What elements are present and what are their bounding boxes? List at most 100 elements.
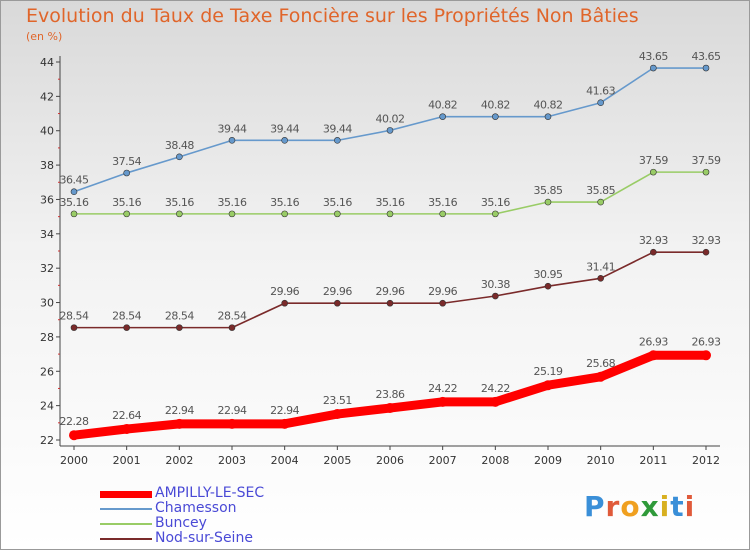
data-label-1-1: 37.54 xyxy=(112,155,141,168)
data-label-1-7: 40.82 xyxy=(428,99,457,112)
data-point-2-10 xyxy=(597,198,604,206)
data-point-3-4 xyxy=(281,299,288,307)
x-tick-label: 2009 xyxy=(534,454,562,467)
y-tick-label: 44 xyxy=(40,56,54,69)
y-tick-label: 36 xyxy=(40,193,54,206)
y-tick-label: 42 xyxy=(40,90,54,103)
data-point-3-8 xyxy=(492,292,499,300)
data-point-2-12 xyxy=(702,168,710,176)
data-label-0-9: 25.19 xyxy=(534,365,563,378)
data-label-0-11: 26.93 xyxy=(639,335,668,348)
data-point-1-8 xyxy=(492,113,499,120)
data-label-3-5: 29.96 xyxy=(323,285,352,298)
data-label-3-9: 30.95 xyxy=(534,268,563,281)
data-label-1-3: 39.44 xyxy=(218,122,247,135)
x-tick-label: 2001 xyxy=(113,454,141,467)
data-label-0-4: 22.94 xyxy=(270,404,299,417)
x-tick-label: 2006 xyxy=(376,454,404,467)
data-label-1-6: 40.02 xyxy=(376,112,405,125)
data-point-3-1 xyxy=(123,324,130,331)
legend-label-buncey: Buncey xyxy=(155,515,207,531)
data-point-2-6 xyxy=(386,210,394,218)
data-label-2-2: 35.16 xyxy=(165,196,194,209)
data-label-3-11: 32.93 xyxy=(639,234,668,247)
legend-swatch-buncey xyxy=(100,523,152,525)
data-point-1-1 xyxy=(123,169,130,177)
data-point-0-4 xyxy=(279,418,290,429)
data-label-1-10: 41.63 xyxy=(586,85,615,98)
proxiti-logo: Proxiti xyxy=(584,490,696,523)
data-point-3-9 xyxy=(544,282,552,290)
data-point-3-11 xyxy=(650,248,657,256)
data-label-0-10: 25.68 xyxy=(586,357,615,370)
data-label-2-7: 35.16 xyxy=(428,196,457,209)
data-point-0-1 xyxy=(121,424,132,435)
data-point-1-7 xyxy=(439,113,446,120)
data-point-1-12 xyxy=(702,64,710,72)
data-label-1-12: 43.65 xyxy=(692,50,721,63)
data-label-1-8: 40.82 xyxy=(481,99,510,112)
data-point-2-3 xyxy=(228,210,236,218)
data-label-2-10: 35.85 xyxy=(586,184,615,197)
data-point-3-7 xyxy=(439,299,446,307)
unit-label: (en %) xyxy=(26,30,63,43)
y-tick-label: 22 xyxy=(40,434,54,447)
legend-label-chamesson: Chamesson xyxy=(155,500,237,516)
x-tick-label: 2007 xyxy=(429,454,457,467)
data-point-2-1 xyxy=(123,210,130,218)
data-point-1-6 xyxy=(386,127,394,134)
data-label-0-8: 24.22 xyxy=(481,382,510,395)
data-point-0-7 xyxy=(437,396,448,407)
data-label-2-12: 37.59 xyxy=(692,154,721,167)
data-label-3-1: 28.54 xyxy=(112,310,141,323)
data-label-0-7: 24.22 xyxy=(428,382,457,395)
data-label-3-10: 31.41 xyxy=(586,260,615,273)
data-point-1-5 xyxy=(334,137,341,144)
y-tick-label: 34 xyxy=(40,228,54,241)
data-label-1-4: 39.44 xyxy=(270,122,299,135)
data-label-0-2: 22.94 xyxy=(165,404,194,417)
data-point-0-12 xyxy=(701,350,711,361)
x-tick-label: 2003 xyxy=(218,454,246,467)
data-point-0-2 xyxy=(174,418,185,429)
data-label-3-3: 28.54 xyxy=(218,310,247,323)
data-label-1-9: 40.82 xyxy=(534,99,563,112)
data-label-3-8: 30.38 xyxy=(481,278,510,291)
data-label-2-0: 35.16 xyxy=(60,196,89,209)
data-point-0-3 xyxy=(227,418,237,429)
x-tick-label: 2000 xyxy=(60,454,88,467)
data-label-1-5: 39.44 xyxy=(323,122,352,135)
data-label-1-11: 43.65 xyxy=(639,50,668,63)
data-label-3-4: 29.96 xyxy=(270,285,299,298)
data-point-2-9 xyxy=(544,198,552,206)
data-point-0-6 xyxy=(385,403,395,414)
data-point-0-0 xyxy=(69,430,79,441)
x-tick-label: 2012 xyxy=(692,454,720,467)
data-point-0-8 xyxy=(490,396,501,407)
data-label-3-2: 28.54 xyxy=(165,310,194,323)
data-label-0-1: 22.64 xyxy=(112,409,141,422)
data-point-1-4 xyxy=(281,137,288,144)
y-tick-label: 24 xyxy=(40,400,54,413)
data-point-3-5 xyxy=(334,299,341,307)
data-point-2-2 xyxy=(176,210,183,218)
data-point-2-0 xyxy=(70,210,78,218)
y-tick-label: 38 xyxy=(40,159,54,172)
data-point-3-0 xyxy=(70,324,78,331)
legend-swatch-nod xyxy=(100,538,152,540)
data-label-0-5: 23.51 xyxy=(323,394,352,407)
data-point-0-11 xyxy=(648,350,659,361)
data-point-3-3 xyxy=(228,324,236,331)
y-tick-label: 32 xyxy=(40,262,54,275)
data-point-3-12 xyxy=(702,248,710,256)
x-tick-label: 2010 xyxy=(587,454,615,467)
data-label-2-5: 35.16 xyxy=(323,196,352,209)
data-label-2-4: 35.16 xyxy=(270,196,299,209)
data-label-1-0: 36.45 xyxy=(60,174,89,187)
data-point-3-10 xyxy=(597,275,604,282)
data-label-3-6: 29.96 xyxy=(376,285,405,298)
data-label-2-1: 35.16 xyxy=(112,196,141,209)
chart-title: Evolution du Taux de Taxe Foncière sur l… xyxy=(26,5,639,27)
x-tick-label: 2011 xyxy=(639,454,667,467)
